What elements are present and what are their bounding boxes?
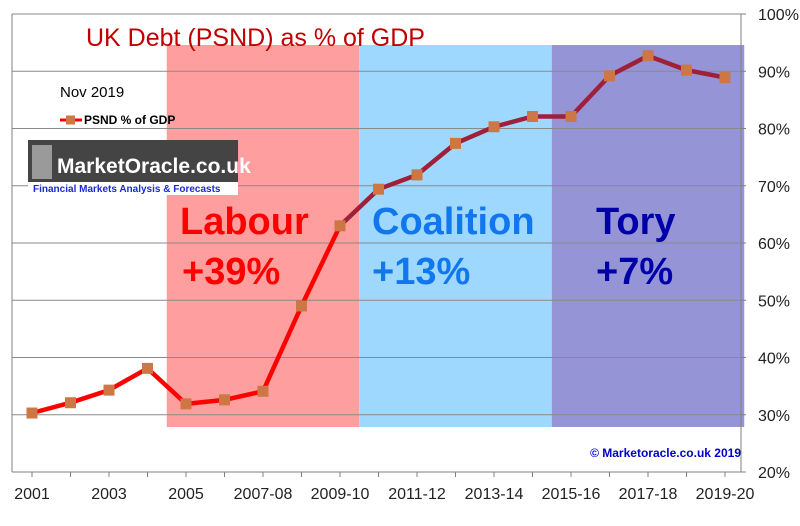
era-bands — [166, 45, 745, 427]
x-tick-label-2015-16: 2015-16 — [542, 486, 601, 503]
data-point-2012-13 — [450, 137, 461, 149]
era-labels: Labour +39% Coalition +13% Tory +7% — [180, 201, 676, 293]
x-tick-label-2001: 2001 — [14, 486, 50, 503]
era-name-coalition: Coalition — [372, 201, 535, 243]
logo-tagline: Financial Markets Analysis & Forecasts — [33, 184, 221, 195]
y-tick-label-90: 90% — [758, 64, 790, 81]
data-point-2005 — [180, 398, 192, 410]
axes — [11, 13, 746, 477]
era-band-coalition — [359, 45, 552, 427]
era-change-tory: +7% — [596, 251, 673, 293]
data-point-2018-19 — [681, 64, 692, 76]
data-point-2017-18 — [642, 50, 654, 62]
marketoracle-logo: MarketOracle.co.uk Financial Markets Ana… — [28, 140, 251, 195]
data-point-2001 — [26, 407, 38, 419]
data-point-2004 — [142, 362, 153, 374]
data-point-2006 — [219, 394, 230, 406]
x-axis-tick-labels: 2001 2003 2005 2007-08 2009-10 2011-12 2013-14… — [14, 486, 754, 503]
y-tick-label-20: 20% — [758, 465, 790, 482]
y-tick-label-80: 80% — [758, 122, 790, 139]
era-change-labour: +39% — [182, 251, 280, 293]
legend-marker-swatch — [66, 115, 75, 125]
x-tick-label-2003: 2003 — [91, 486, 127, 503]
data-point-2008-09 — [296, 300, 307, 312]
era-change-coalition: +13% — [372, 251, 470, 293]
data-point-2011-12 — [411, 169, 423, 181]
legend-label: PSND % of GDP — [84, 113, 175, 127]
x-tick-label-2013-14: 2013-14 — [465, 486, 524, 503]
era-name-labour: Labour — [180, 201, 309, 243]
data-point-2013-14 — [488, 121, 500, 133]
data-point-2014-15 — [527, 110, 538, 122]
data-point-2002 — [65, 397, 76, 409]
data-point-2010-11 — [373, 183, 384, 195]
era-band-labour — [166, 45, 360, 427]
x-tick-label-2009-10: 2009-10 — [311, 486, 370, 503]
era-band-tory — [551, 45, 745, 427]
x-tick-label-2017-18: 2017-18 — [619, 486, 678, 503]
y-tick-label-40: 40% — [758, 351, 790, 368]
era-name-tory: Tory — [596, 201, 676, 243]
x-tick-label-2011-12: 2011-12 — [388, 486, 446, 503]
logo-statue-icon — [32, 145, 52, 179]
chart-title: UK Debt (PSND) as % of GDP — [86, 24, 425, 52]
copyright-notice: © Marketoracle.co.uk 2019 — [590, 446, 741, 460]
psnd-series-markers — [26, 50, 731, 419]
logo-tagline-band — [28, 182, 238, 195]
y-tick-label-50: 50% — [758, 293, 790, 310]
x-tick-label-2019-20: 2019-20 — [696, 486, 755, 503]
logo-text: MarketOracle.co.uk — [57, 155, 251, 178]
y-tick-label-70: 70% — [758, 179, 790, 196]
data-point-2003 — [103, 384, 115, 396]
x-tick-label-2005: 2005 — [168, 486, 204, 503]
legend: PSND % of GDP — [60, 113, 175, 127]
data-point-2009-10 — [334, 220, 346, 232]
logo-banner — [28, 140, 238, 184]
y-tick-label-60: 60% — [758, 236, 790, 253]
data-point-2016-17 — [604, 70, 615, 82]
y-tick-label-30: 30% — [758, 408, 790, 425]
data-point-2015-16 — [565, 110, 577, 122]
data-point-2007-08 — [257, 385, 269, 397]
y-tick-label-100: 100% — [758, 7, 799, 24]
x-tick-label-2007-08: 2007-08 — [234, 486, 293, 503]
y-axis-tick-labels: 20% 30% 40% 50% 60% 70% 80% 90% 100% — [758, 7, 799, 482]
chart-subtitle: Nov 2019 — [60, 84, 124, 101]
data-point-2019-20 — [719, 72, 731, 84]
